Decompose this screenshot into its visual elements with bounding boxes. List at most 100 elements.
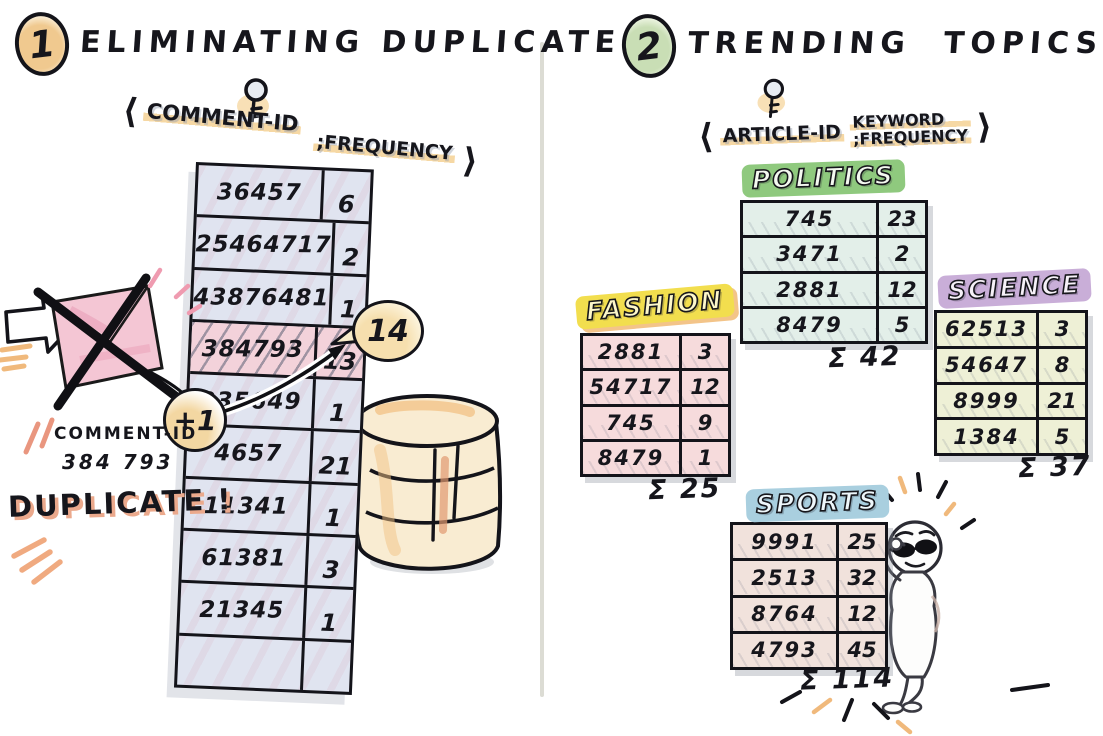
table-row: 54647 8 (937, 348, 1085, 385)
table-row: 2513 32 (733, 561, 885, 598)
angle-bracket-close: ⟩ (975, 106, 993, 148)
cell-comment-id: 25464717 (195, 231, 332, 259)
cell-frequency: 2 (330, 223, 369, 274)
cell-frequency: 5 (876, 308, 925, 341)
table-row: 25464717 2 (194, 217, 369, 277)
cell-frequency: 6 (319, 170, 371, 222)
table-row: 9991 25 (733, 525, 885, 562)
cell-comment-id: 36457 (216, 179, 302, 206)
sports-sum: Σ 114 (799, 662, 895, 697)
cell-frequency: 12 (876, 273, 925, 306)
cell-article-id: 8479 (776, 312, 843, 337)
cell-article-id: 745 (784, 207, 835, 232)
key-field-frequency: ;FREQUENCY (312, 130, 457, 165)
left-panel-title: ELIMINATING DUPLICATES (78, 25, 650, 60)
cell-frequency: 1 (306, 483, 358, 536)
cell-frequency: 45 (836, 633, 885, 667)
key-icon (757, 78, 786, 118)
arrow-right-icon (0, 292, 78, 372)
topic-label-science: SCIENCE (937, 268, 1092, 309)
politics-table: 745 23 3471 2 2881 12 8479 5 (740, 200, 928, 344)
cell-frequency: 1 (310, 379, 362, 431)
panel-divider (540, 42, 544, 697)
note-comment-id-value: 384 793 (62, 450, 174, 474)
step-2-number: 2 (633, 23, 665, 69)
cell-frequency: 3 (304, 536, 356, 588)
cell-article-id: 54717 (589, 375, 673, 400)
cell-frequency: 1 (679, 441, 728, 474)
note-comment-id-label: COMMENT-ID (54, 424, 198, 444)
topic-label-fashion: FASHION (574, 283, 735, 330)
cell-article-id: 2513 (751, 565, 818, 590)
table-row: 8999 21 (937, 384, 1085, 421)
sports-table: 9991 25 2513 32 8764 12 4793 45 (730, 522, 888, 670)
cell-frequency: 2 (876, 238, 925, 271)
cell-comment-id: 43876481 (193, 283, 330, 311)
angle-bracket-open: ⟨ (697, 116, 715, 158)
science-table: 62513 3 54647 8 8999 21 1384 5 (934, 310, 1088, 456)
result-count-bubble: 14 (352, 300, 424, 362)
science-sum: Σ 37 (1017, 450, 1092, 485)
table-row: 62513 3 (937, 313, 1085, 349)
table-row-empty (177, 635, 352, 692)
table-row: 2881 3 (583, 336, 728, 372)
cell-article-id: 3471 (776, 242, 843, 267)
table-row: 1384 5 (937, 420, 1085, 453)
cell-article-id: 745 (606, 410, 656, 435)
cell-frequency (299, 640, 352, 692)
cell-comment-id: 21345 (199, 597, 285, 624)
step-1-badge: 1 (11, 8, 73, 80)
table-row: 745 9 (583, 406, 728, 442)
table-row: 8479 1 (583, 441, 728, 474)
database-cylinder-icon (352, 394, 503, 574)
cell-article-id: 62513 (944, 317, 1029, 342)
table-row: 2881 12 (743, 273, 925, 309)
table-row: 61381 3 (181, 530, 356, 591)
cell-frequency: 9 (679, 406, 728, 439)
table-row: 4793 45 (733, 633, 885, 667)
right-key-caption: ⟨ ARTICLE-ID KEYWORD ;FREQUENCY ⟩ (697, 107, 992, 157)
key-field-article-id: ARTICLE-ID (719, 121, 845, 148)
step-1-number: 1 (26, 21, 58, 67)
right-panel-title: TRENDING TOPICS (686, 26, 1103, 61)
table-row: 3471 2 (743, 238, 925, 274)
key-field-keyword-frequency: KEYWORD ;FREQUENCY (849, 110, 972, 149)
cell-frequency: 3 (1036, 313, 1085, 346)
cell-article-id: 1384 (953, 424, 1020, 449)
cell-frequency: 32 (836, 561, 885, 595)
cell-article-id: 2881 (597, 340, 665, 365)
cell-frequency: 21 (308, 431, 360, 483)
cell-frequency: 12 (836, 597, 885, 631)
cell-article-id: 2881 (776, 277, 843, 302)
cell-frequency: 5 (1036, 420, 1085, 453)
table-row: 54717 12 (583, 371, 728, 407)
table-row: 36457 6 (196, 165, 371, 225)
topic-label-politics: POLITICS (741, 159, 906, 198)
table-row: 8764 12 (733, 597, 885, 634)
result-count: 14 (367, 313, 409, 349)
cell-frequency: 23 (876, 203, 925, 236)
key-field-frequency: ;FREQUENCY (849, 126, 972, 149)
angle-bracket-open: ⟨ (120, 90, 140, 133)
angle-bracket-close: ⟩ (460, 140, 480, 182)
cell-comment-id (178, 638, 301, 688)
left-key-caption: ⟨ COMMENT-ID ;FREQUENCY ⟩ (120, 90, 480, 182)
cell-article-id: 8764 (751, 602, 818, 627)
cell-frequency: 3 (679, 336, 728, 369)
crossed-message-icon (33, 267, 203, 411)
cell-article-id: 4793 (751, 638, 818, 663)
cell-article-id: 8479 (597, 445, 665, 470)
cell-article-id: 9991 (751, 529, 818, 554)
cell-frequency: 21 (1036, 384, 1085, 418)
cell-comment-id: 384793 (201, 335, 304, 363)
cell-article-id: 8999 (953, 388, 1020, 413)
table-row: 21345 1 (179, 583, 354, 643)
cell-comment-id: 61381 (201, 544, 287, 572)
fashion-table: 2881 3 54717 12 745 9 8479 1 (580, 333, 731, 477)
table-row-duplicate-highlight: 384793 13 (190, 321, 365, 382)
cell-frequency: 25 (836, 525, 885, 559)
step-2-badge: 2 (618, 10, 680, 82)
cell-frequency: 8 (1036, 348, 1085, 382)
fashion-sum: Σ 25 (647, 472, 722, 507)
